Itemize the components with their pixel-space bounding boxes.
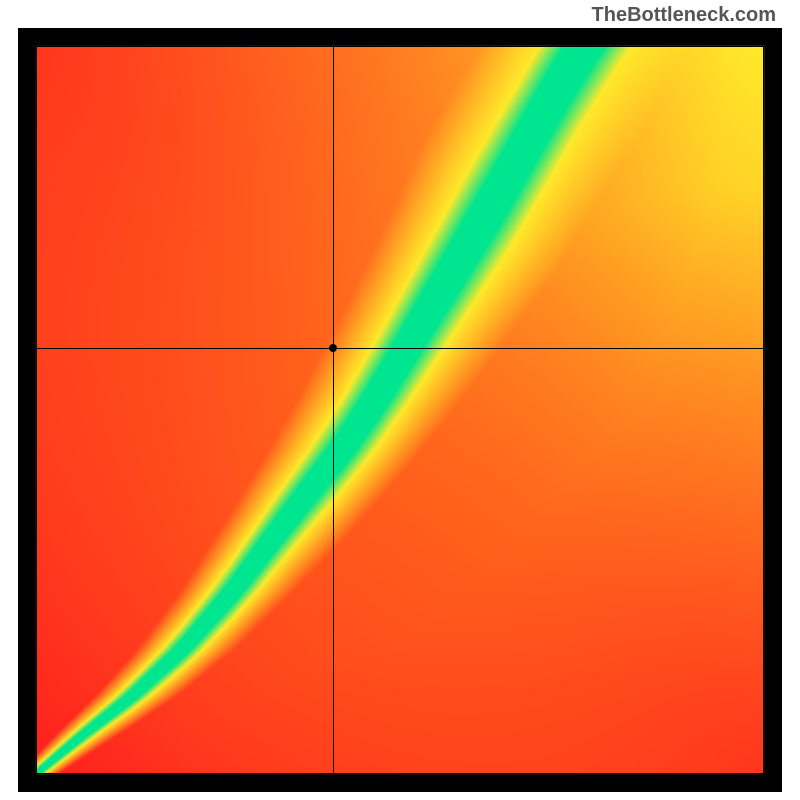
heatmap-canvas: [18, 28, 782, 792]
chart-outer-frame: [18, 28, 782, 792]
figure-root: TheBottleneck.com: [0, 0, 800, 800]
watermark-text: TheBottleneck.com: [592, 4, 776, 27]
